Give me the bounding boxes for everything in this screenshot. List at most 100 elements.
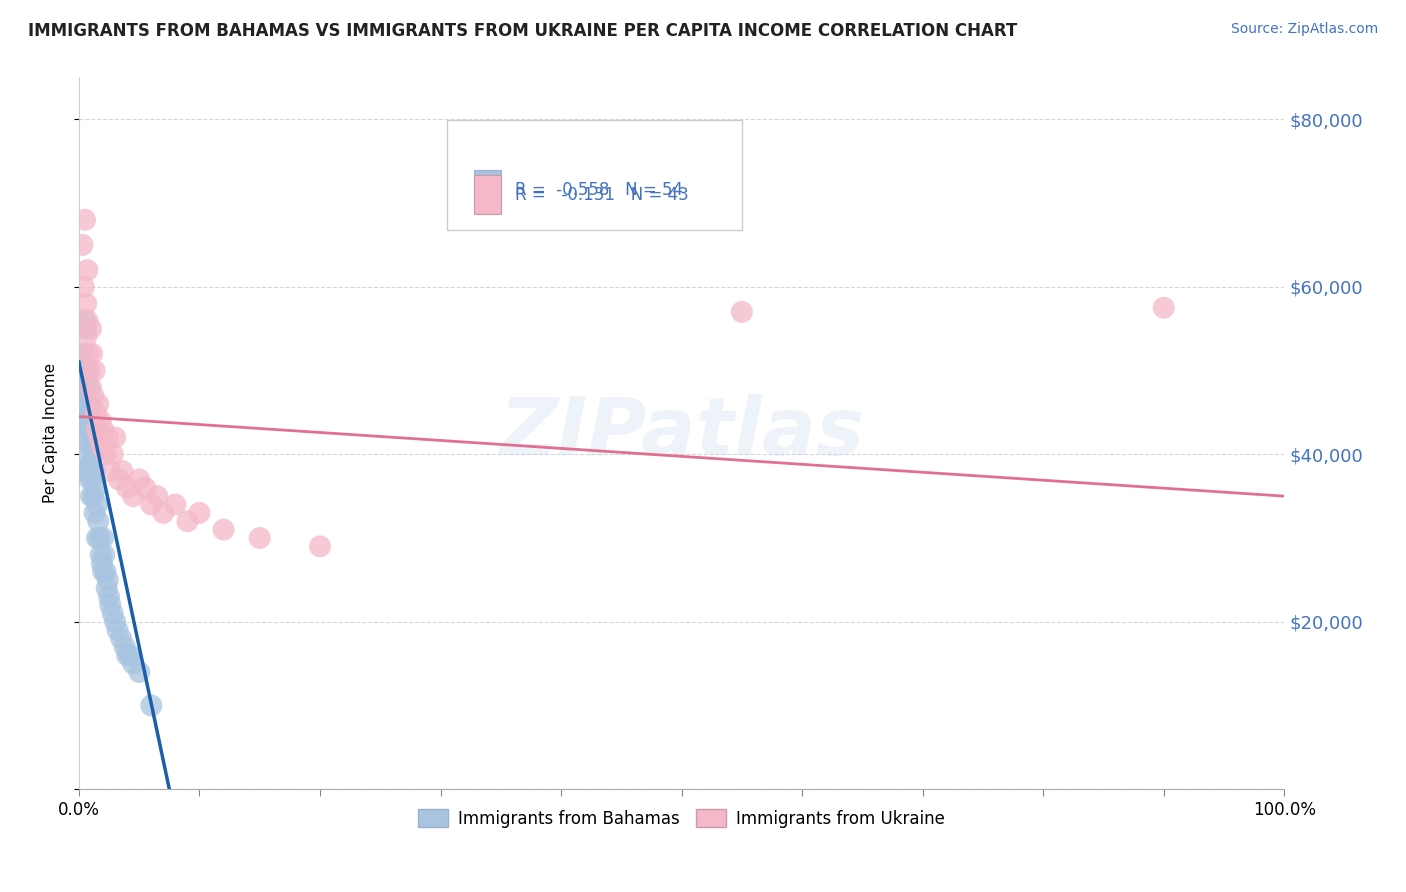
Point bbox=[72, 363, 94, 377]
Point bbox=[86, 422, 108, 436]
Point bbox=[83, 506, 105, 520]
Point bbox=[97, 573, 120, 587]
Point bbox=[128, 665, 150, 679]
Point bbox=[73, 313, 96, 327]
Point bbox=[115, 481, 138, 495]
Point bbox=[89, 430, 111, 444]
Point bbox=[80, 489, 103, 503]
FancyBboxPatch shape bbox=[447, 120, 742, 230]
Point bbox=[75, 389, 97, 403]
Point bbox=[80, 380, 103, 394]
Point bbox=[731, 305, 754, 319]
Point bbox=[90, 414, 112, 428]
Point bbox=[79, 363, 101, 377]
Point bbox=[77, 464, 100, 478]
Point bbox=[77, 347, 100, 361]
Point bbox=[152, 506, 174, 520]
Point bbox=[134, 481, 156, 495]
Point bbox=[83, 464, 105, 478]
Point bbox=[118, 648, 141, 663]
Point bbox=[122, 489, 145, 503]
Point bbox=[75, 296, 97, 310]
Point bbox=[98, 590, 121, 604]
Point bbox=[104, 430, 127, 444]
Point bbox=[141, 698, 163, 713]
Point bbox=[73, 212, 96, 227]
Point bbox=[90, 556, 112, 570]
Point bbox=[84, 405, 107, 419]
Point bbox=[107, 472, 129, 486]
Point bbox=[90, 439, 112, 453]
Point bbox=[76, 447, 98, 461]
Point bbox=[91, 531, 114, 545]
Point bbox=[96, 581, 118, 595]
Point bbox=[212, 523, 235, 537]
Point bbox=[75, 330, 97, 344]
Point bbox=[97, 430, 120, 444]
Point bbox=[82, 389, 104, 403]
Point bbox=[122, 657, 145, 671]
Point bbox=[73, 464, 96, 478]
Point bbox=[94, 447, 117, 461]
Point bbox=[73, 380, 96, 394]
Point bbox=[77, 380, 100, 394]
Point bbox=[141, 498, 163, 512]
Point bbox=[80, 414, 103, 428]
Point bbox=[75, 321, 97, 335]
Point bbox=[111, 464, 134, 478]
Point bbox=[72, 238, 94, 252]
Point bbox=[76, 363, 98, 377]
Text: R =  -0.558   N = 54: R = -0.558 N = 54 bbox=[515, 180, 683, 199]
Point bbox=[82, 489, 104, 503]
Point bbox=[79, 397, 101, 411]
Point bbox=[1153, 301, 1175, 315]
Point bbox=[80, 321, 103, 335]
Point bbox=[98, 464, 121, 478]
Point bbox=[110, 632, 132, 646]
Point bbox=[87, 397, 110, 411]
Point bbox=[90, 548, 112, 562]
Point bbox=[83, 363, 105, 377]
Point bbox=[249, 531, 271, 545]
Point bbox=[86, 498, 108, 512]
Point bbox=[115, 648, 138, 663]
Point bbox=[82, 472, 104, 486]
Point bbox=[128, 472, 150, 486]
Point bbox=[114, 640, 136, 654]
Legend: Immigrants from Bahamas, Immigrants from Ukraine: Immigrants from Bahamas, Immigrants from… bbox=[412, 803, 952, 834]
Point bbox=[76, 263, 98, 277]
Text: R =   -0.131   N = 43: R = -0.131 N = 43 bbox=[515, 186, 689, 203]
Bar bbox=[474, 175, 501, 214]
Point bbox=[82, 347, 104, 361]
Point bbox=[146, 489, 169, 503]
Point bbox=[79, 472, 101, 486]
Point bbox=[104, 615, 127, 629]
Point bbox=[91, 422, 114, 436]
Point bbox=[188, 506, 211, 520]
Point bbox=[101, 607, 124, 621]
Point bbox=[77, 422, 100, 436]
Point bbox=[86, 531, 108, 545]
Text: Source: ZipAtlas.com: Source: ZipAtlas.com bbox=[1230, 22, 1378, 37]
Text: IMMIGRANTS FROM BAHAMAS VS IMMIGRANTS FROM UKRAINE PER CAPITA INCOME CORRELATION: IMMIGRANTS FROM BAHAMAS VS IMMIGRANTS FR… bbox=[28, 22, 1018, 40]
Point bbox=[82, 447, 104, 461]
Point bbox=[84, 481, 107, 495]
Point bbox=[75, 422, 97, 436]
Point bbox=[165, 498, 187, 512]
Point bbox=[82, 430, 104, 444]
Y-axis label: Per Capita Income: Per Capita Income bbox=[44, 363, 58, 503]
Text: ZIPatlas: ZIPatlas bbox=[499, 394, 865, 473]
Point bbox=[73, 280, 96, 294]
Point bbox=[101, 447, 124, 461]
Point bbox=[80, 456, 103, 470]
Point bbox=[70, 397, 93, 411]
Point bbox=[87, 514, 110, 528]
Point bbox=[76, 405, 98, 419]
Point bbox=[93, 548, 115, 562]
Point bbox=[73, 430, 96, 444]
Point bbox=[73, 347, 96, 361]
Point bbox=[98, 598, 121, 612]
Point bbox=[107, 623, 129, 637]
Point bbox=[89, 531, 111, 545]
Point bbox=[309, 540, 332, 554]
